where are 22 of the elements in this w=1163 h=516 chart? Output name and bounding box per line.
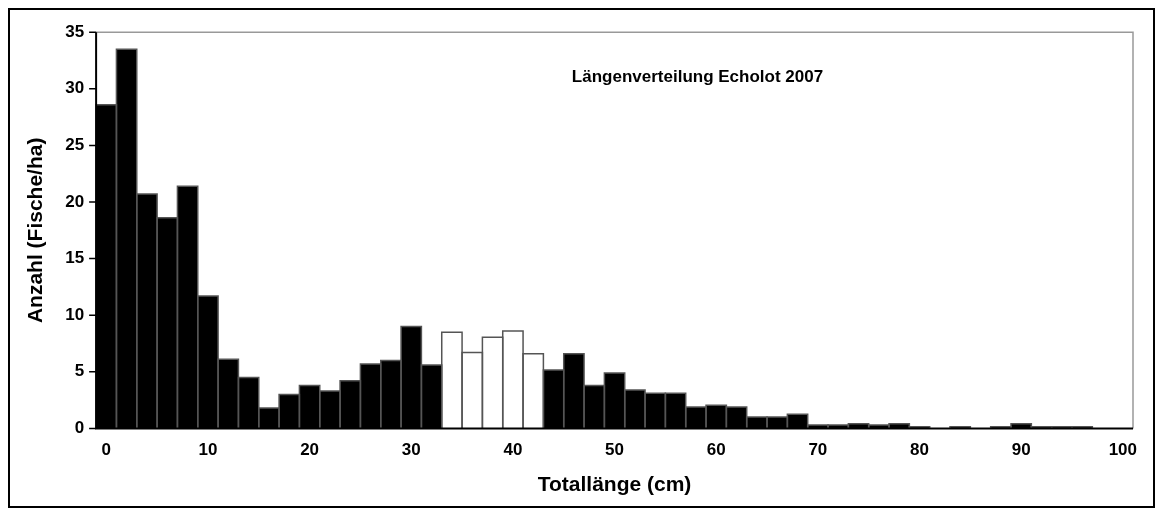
y-axis-title: Anzahl (Fische/ha) <box>23 137 47 324</box>
y-tick-label: 30 <box>65 78 85 98</box>
x-tick-label: 40 <box>503 440 523 460</box>
y-tick-label: 0 <box>74 418 85 438</box>
x-tick-label: 90 <box>1011 440 1031 460</box>
x-tick-label: 60 <box>706 440 726 460</box>
x-tick-label: 10 <box>198 440 218 460</box>
x-tick-label: 30 <box>401 440 421 460</box>
text: Längenverteilung Echolot 2007 <box>571 66 824 86</box>
y-tick-label: 5 <box>74 361 85 381</box>
y-tick-label: 25 <box>65 135 85 155</box>
x-tick-label: 70 <box>808 440 828 460</box>
y-tick-label: 20 <box>65 191 85 211</box>
y-tick-label: 15 <box>65 248 85 268</box>
x-tick-label: 80 <box>910 440 929 460</box>
y-tick-label: 35 <box>65 21 85 41</box>
x-tick-label: 20 <box>300 440 320 460</box>
y-tick-label: 10 <box>65 304 85 324</box>
x-tick-label: 0 <box>101 440 112 460</box>
x-tick-label: 50 <box>605 440 625 460</box>
x-axis-title: Totallänge (cm) <box>537 472 692 496</box>
x-tick-label: 100 <box>1108 440 1138 460</box>
